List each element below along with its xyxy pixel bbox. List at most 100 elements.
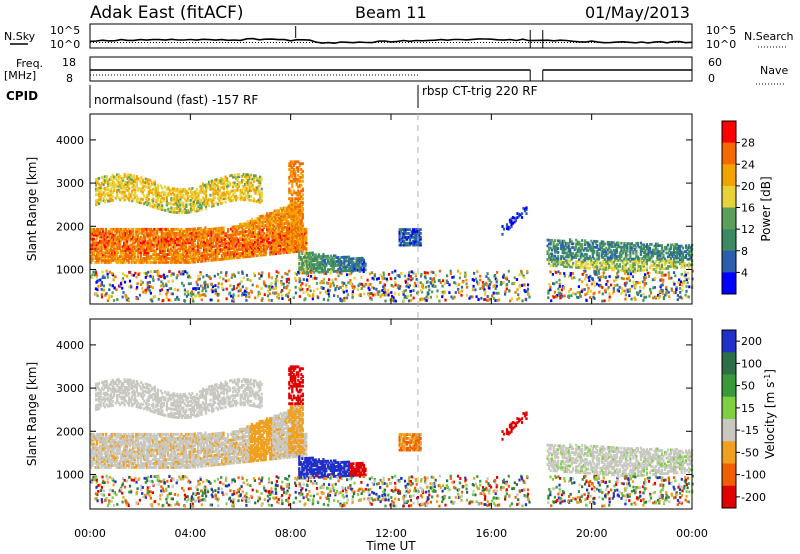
echo-cell [222,236,225,240]
echo-cell [203,203,206,207]
echo-cell [108,270,111,274]
echo-cell [184,253,187,256]
echo-cell [688,246,691,249]
echo-cell [621,245,624,249]
echo-cell [301,201,304,204]
echo-cell [332,270,335,273]
echo-cell [204,203,208,206]
echo-cell [255,242,258,246]
echo-cell [319,261,322,264]
echo-cell [207,198,211,201]
echo-cell [325,254,328,258]
echo-cell [152,187,155,191]
echo-cell [645,252,648,256]
echo-cell [292,172,295,175]
echo-cell [307,263,310,267]
echo-cell [671,264,674,268]
echo-cell [221,186,224,189]
echo-cell [177,205,180,209]
echo-cell [266,222,269,225]
echo-cell [273,246,276,250]
echo-cell [581,252,584,256]
echo-cell [633,261,636,265]
echo-cell [291,205,294,208]
echo-cell [307,253,310,257]
echo-cell [313,265,316,268]
echo-cell [266,231,269,235]
echo-cell [259,197,262,200]
echo-cell [163,257,166,260]
echo-cell [629,244,632,248]
echo-cell [291,222,294,226]
echo-cell [557,239,560,243]
echo-cell [113,299,116,302]
echo-cell [410,230,413,233]
echo-cell [302,239,305,243]
echo-cell [97,259,100,262]
echo-cell [154,243,157,247]
echo-cell [93,233,96,237]
echo-cell [245,188,248,192]
echo-cell [105,237,108,241]
echo-cell [116,188,119,192]
echo-cell [99,239,102,243]
echo-cell [578,278,581,282]
echo-cell [136,241,139,245]
echo-cell [183,243,186,247]
echo-cell [165,201,168,205]
echo-cell [120,192,123,196]
echo-cell [152,205,155,209]
echo-cell [569,248,572,251]
echo-cell [623,242,626,245]
echo-cell [273,234,276,238]
echo-cell [213,239,216,242]
echo-cell [172,253,175,256]
echo-cell [198,191,202,194]
echo-cell [252,221,255,225]
echo-cell [564,243,567,247]
echo-cell [190,247,193,251]
echo-cell [114,257,117,260]
echo-cell [298,197,301,201]
echo-cell [347,267,351,271]
echo-cell [211,241,215,245]
echo-cell [167,192,170,196]
echo-cell [653,244,656,248]
echo-cell [170,192,173,196]
echo-cell [111,195,114,198]
echo-cell [261,224,264,228]
echo-cell [174,261,177,264]
echo-cell [107,192,110,195]
echo-cell [406,237,409,241]
echo-cell [258,222,261,226]
echo-cell [618,245,621,249]
echo-cell [343,261,346,265]
echo-cell [317,261,320,264]
echo-cell [162,243,165,247]
echo-cell [615,241,618,245]
echo-cell [177,261,180,264]
echo-cell [130,231,133,235]
echo-cell [111,233,114,237]
echo-cell [605,254,608,258]
echo-cell [135,231,138,235]
echo-cell [258,236,261,240]
echo-cell [307,257,310,261]
echo-cell [210,298,213,302]
echo-cell [657,254,661,257]
echo-cell [303,247,306,251]
echo-cell [124,241,127,245]
echo-cell [165,241,168,245]
echo-cell [618,255,621,259]
echo-cell [567,245,570,249]
echo-cell [209,184,212,187]
echo-cell [611,241,614,244]
echo-cell [187,251,190,255]
echo-cell [118,229,121,233]
echo-cell [593,270,596,273]
echo-cell [281,208,284,212]
echo-cell [636,265,639,268]
echo-cell [317,266,320,270]
echo-cell [186,227,189,231]
echo-cell [508,226,512,230]
